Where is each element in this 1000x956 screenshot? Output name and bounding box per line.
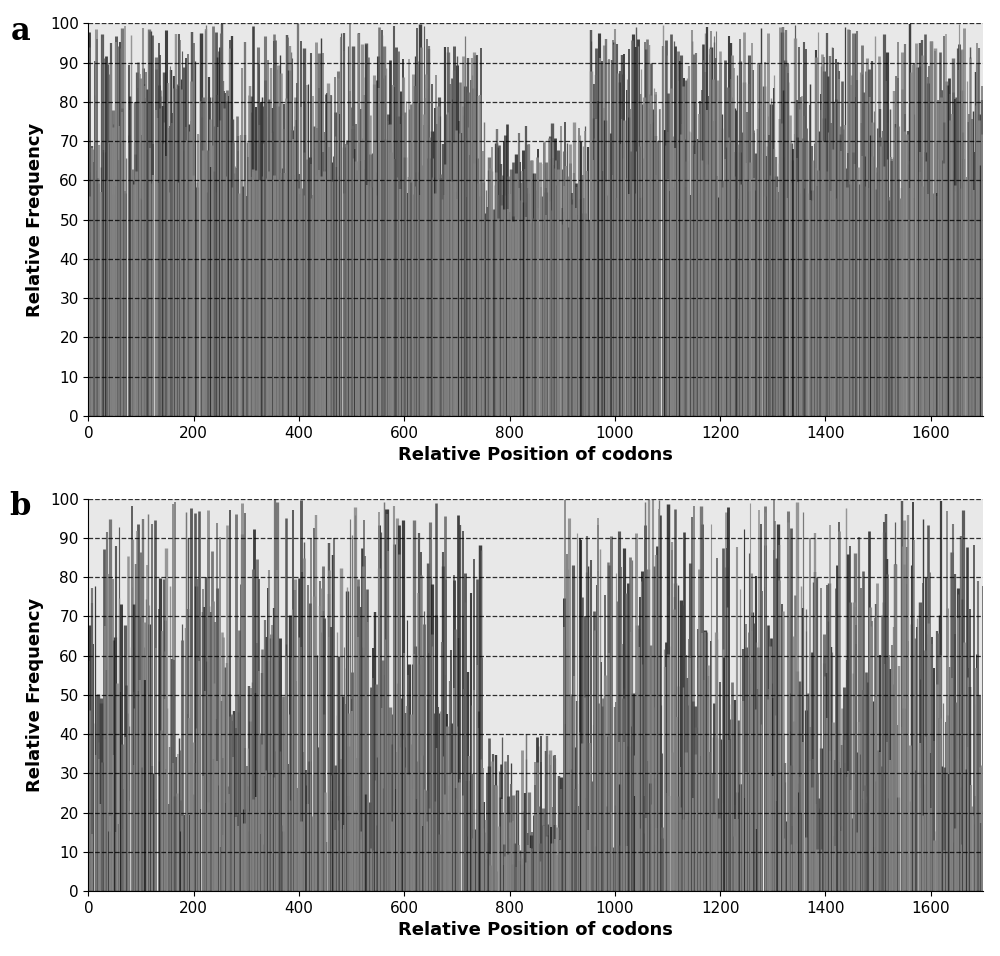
X-axis label: Relative Position of codons: Relative Position of codons <box>398 446 673 464</box>
X-axis label: Relative Position of codons: Relative Position of codons <box>398 922 673 940</box>
Y-axis label: Relative Frequency: Relative Frequency <box>26 122 44 316</box>
Text: b: b <box>9 490 30 522</box>
Y-axis label: Relative Frequency: Relative Frequency <box>26 598 44 792</box>
Text: a: a <box>10 15 30 47</box>
